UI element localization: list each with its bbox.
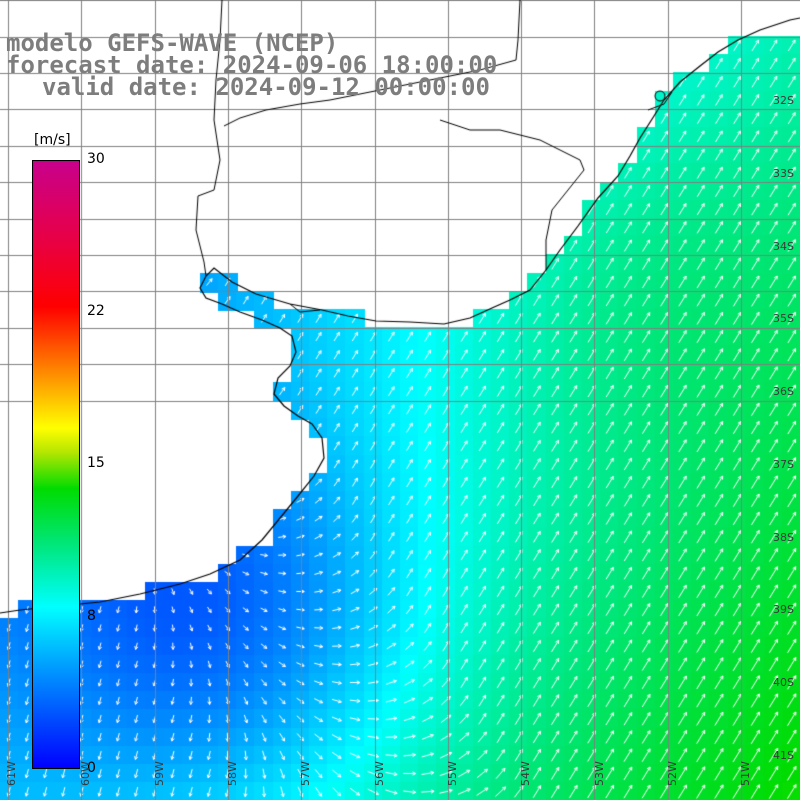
lat-label: 35S (773, 312, 794, 325)
lat-label: 32S (773, 94, 794, 107)
lon-label: 56W (373, 761, 386, 786)
lon-label: 52W (666, 761, 679, 786)
valid-date-title: valid date: 2024-09-12 00:00:00 (42, 73, 490, 101)
lon-label: 60W (79, 761, 92, 786)
colorbar-tick-0: 0 (87, 760, 96, 776)
colorbar-tick-30: 30 (87, 151, 105, 167)
lon-label: 55W (446, 761, 459, 786)
colorbar (32, 160, 80, 769)
forecast-date-title: forecast date: 2024-09-06 18:00:00 (6, 51, 498, 79)
colorbar-units: [m/s] (34, 132, 71, 148)
lon-label: 57W (299, 761, 312, 786)
lat-label: 39S (773, 603, 794, 616)
lon-label: 51W (739, 761, 752, 786)
lon-label: 61W (5, 761, 18, 786)
lat-label: 34S (773, 240, 794, 253)
model-title: modelo GEFS-WAVE (NCEP) (6, 29, 339, 57)
lon-label: 58W (226, 761, 239, 786)
lat-label: 41S (773, 749, 794, 762)
colorbar-tick-15: 15 (87, 455, 105, 471)
lat-label: 37S (773, 458, 794, 471)
lon-label: 59W (153, 761, 166, 786)
colorbar-tick-8: 8 (87, 608, 96, 624)
lat-label: 36S (773, 385, 794, 398)
lon-label: 54W (519, 761, 532, 786)
lat-label: 33S (773, 167, 794, 180)
colorbar-tick-22: 22 (87, 303, 105, 319)
lon-label: 53W (593, 761, 606, 786)
lat-label: 38S (773, 531, 794, 544)
lat-label: 40S (773, 676, 794, 689)
